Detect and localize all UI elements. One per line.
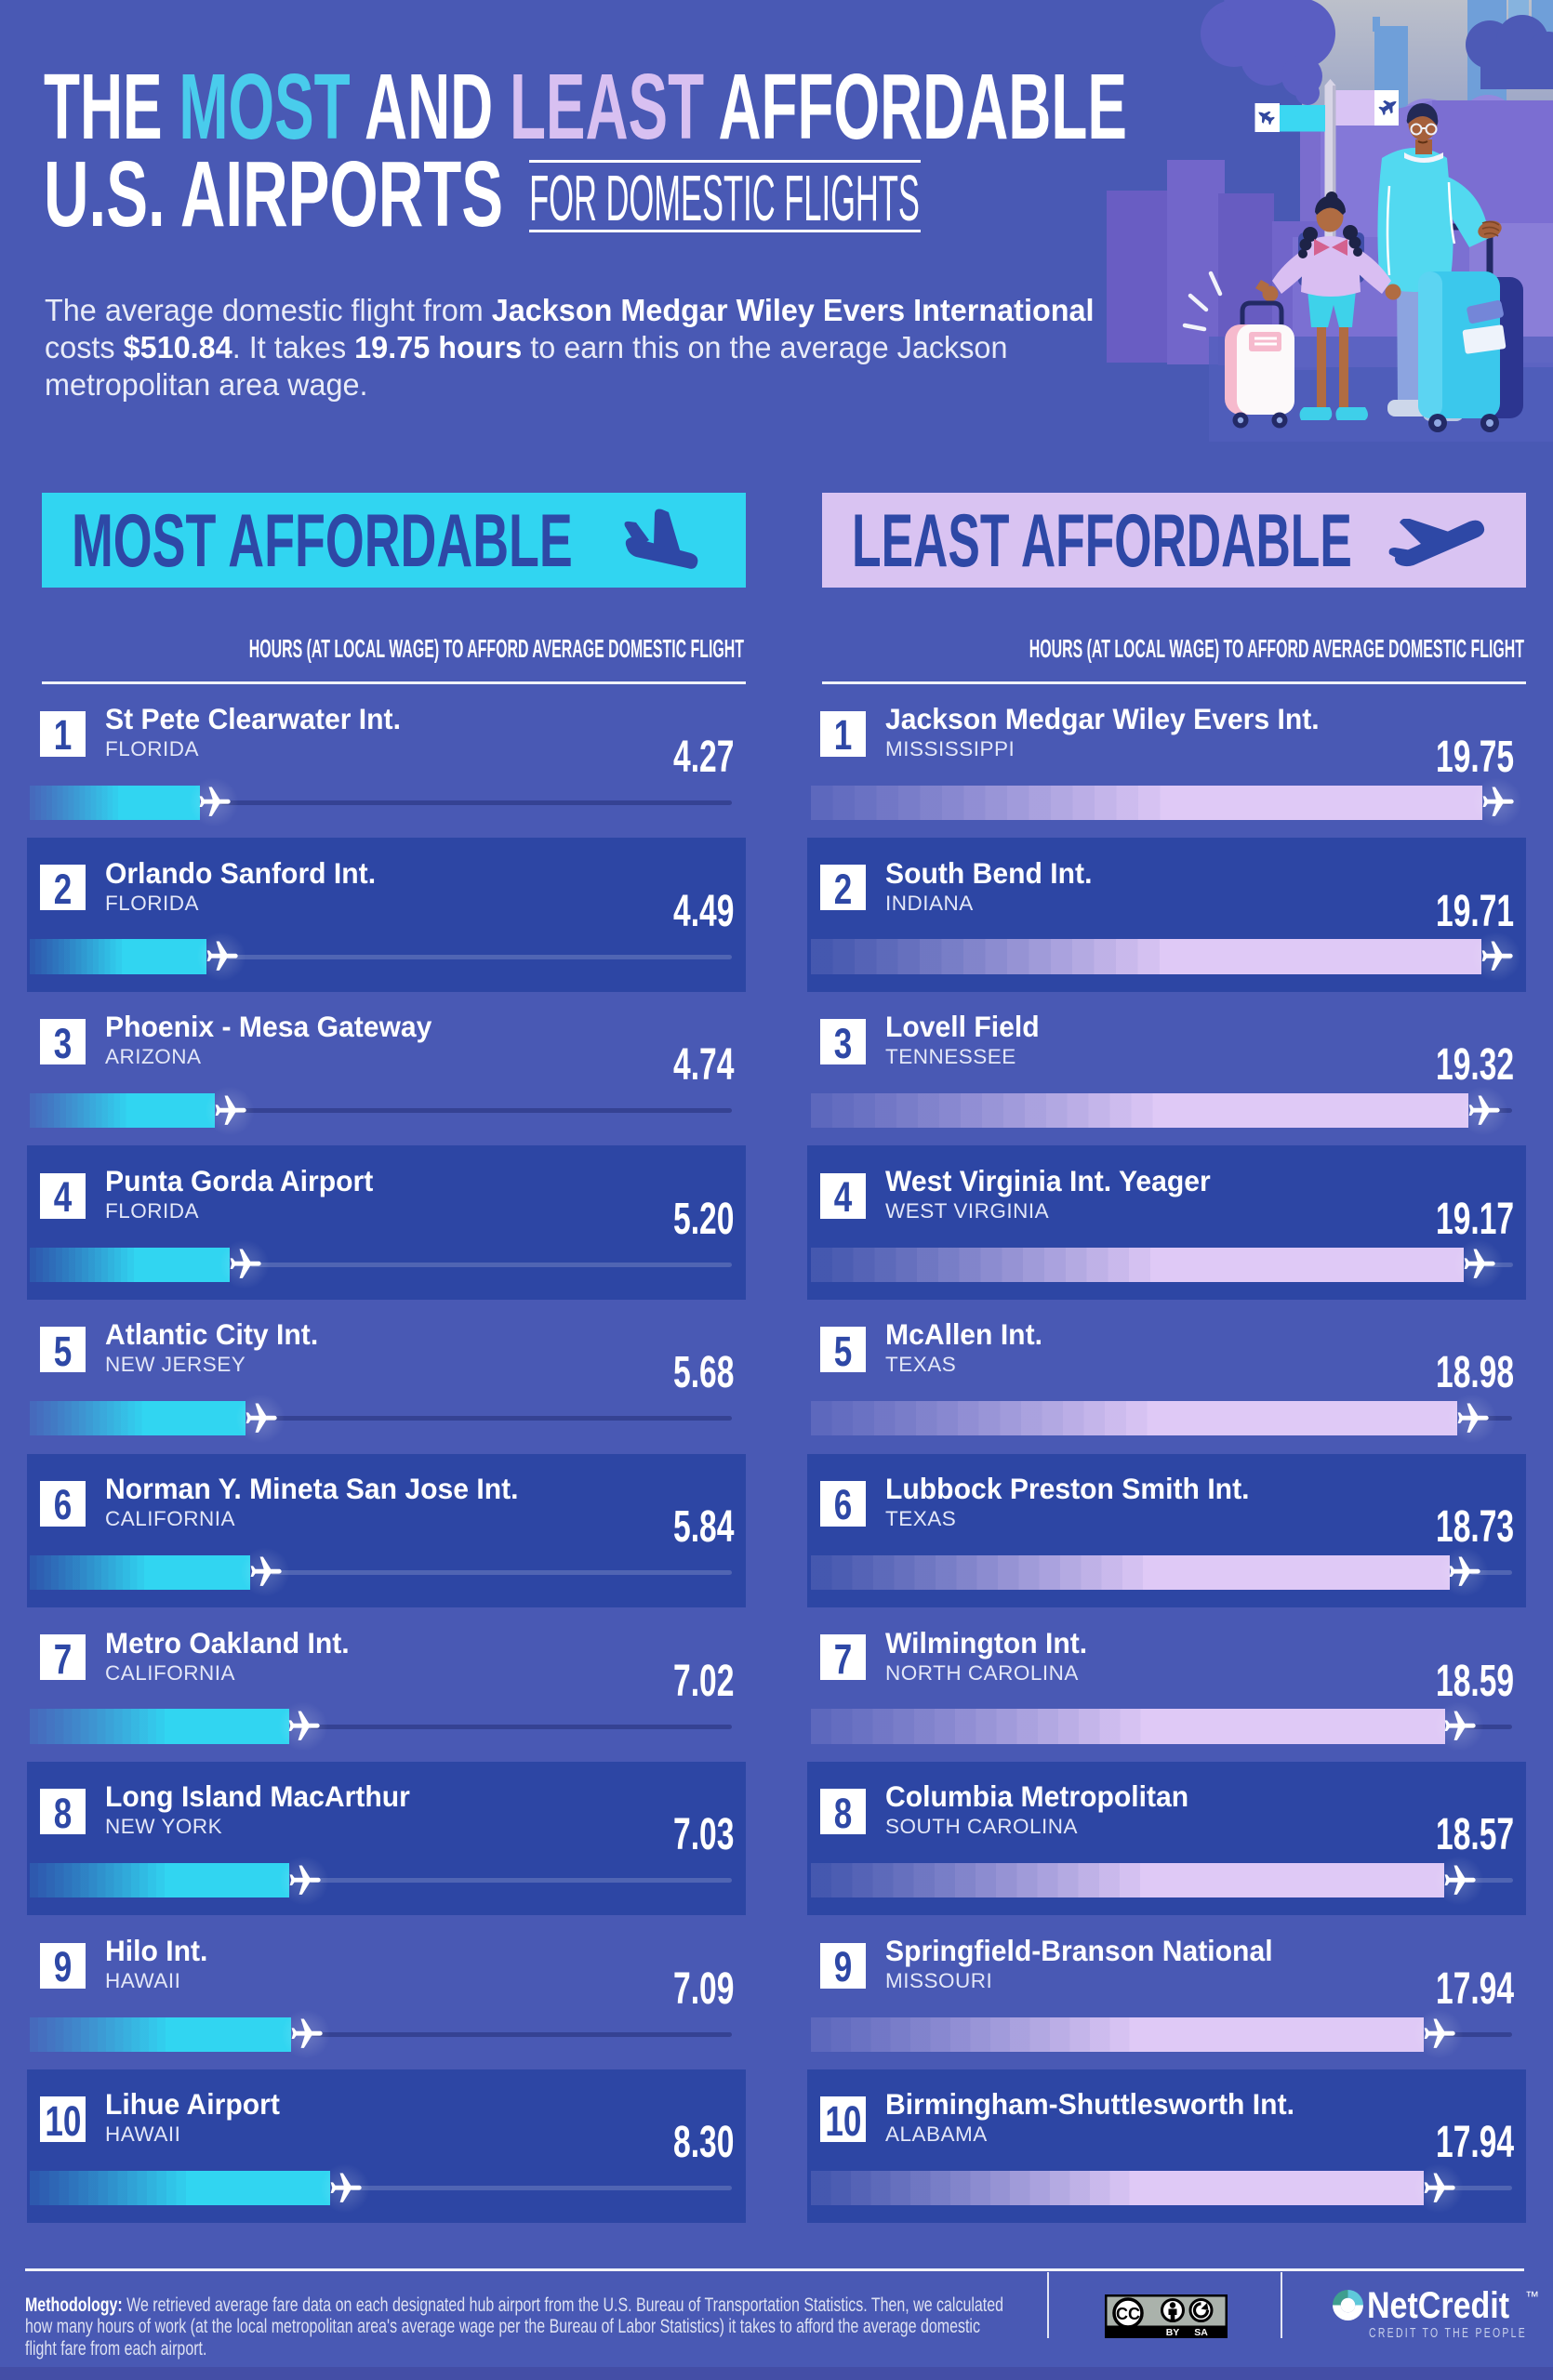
svg-text:SA: SA <box>1194 2327 1208 2338</box>
svg-text:CC: CC <box>1116 2305 1140 2323</box>
svg-text:BY: BY <box>1166 2327 1180 2338</box>
